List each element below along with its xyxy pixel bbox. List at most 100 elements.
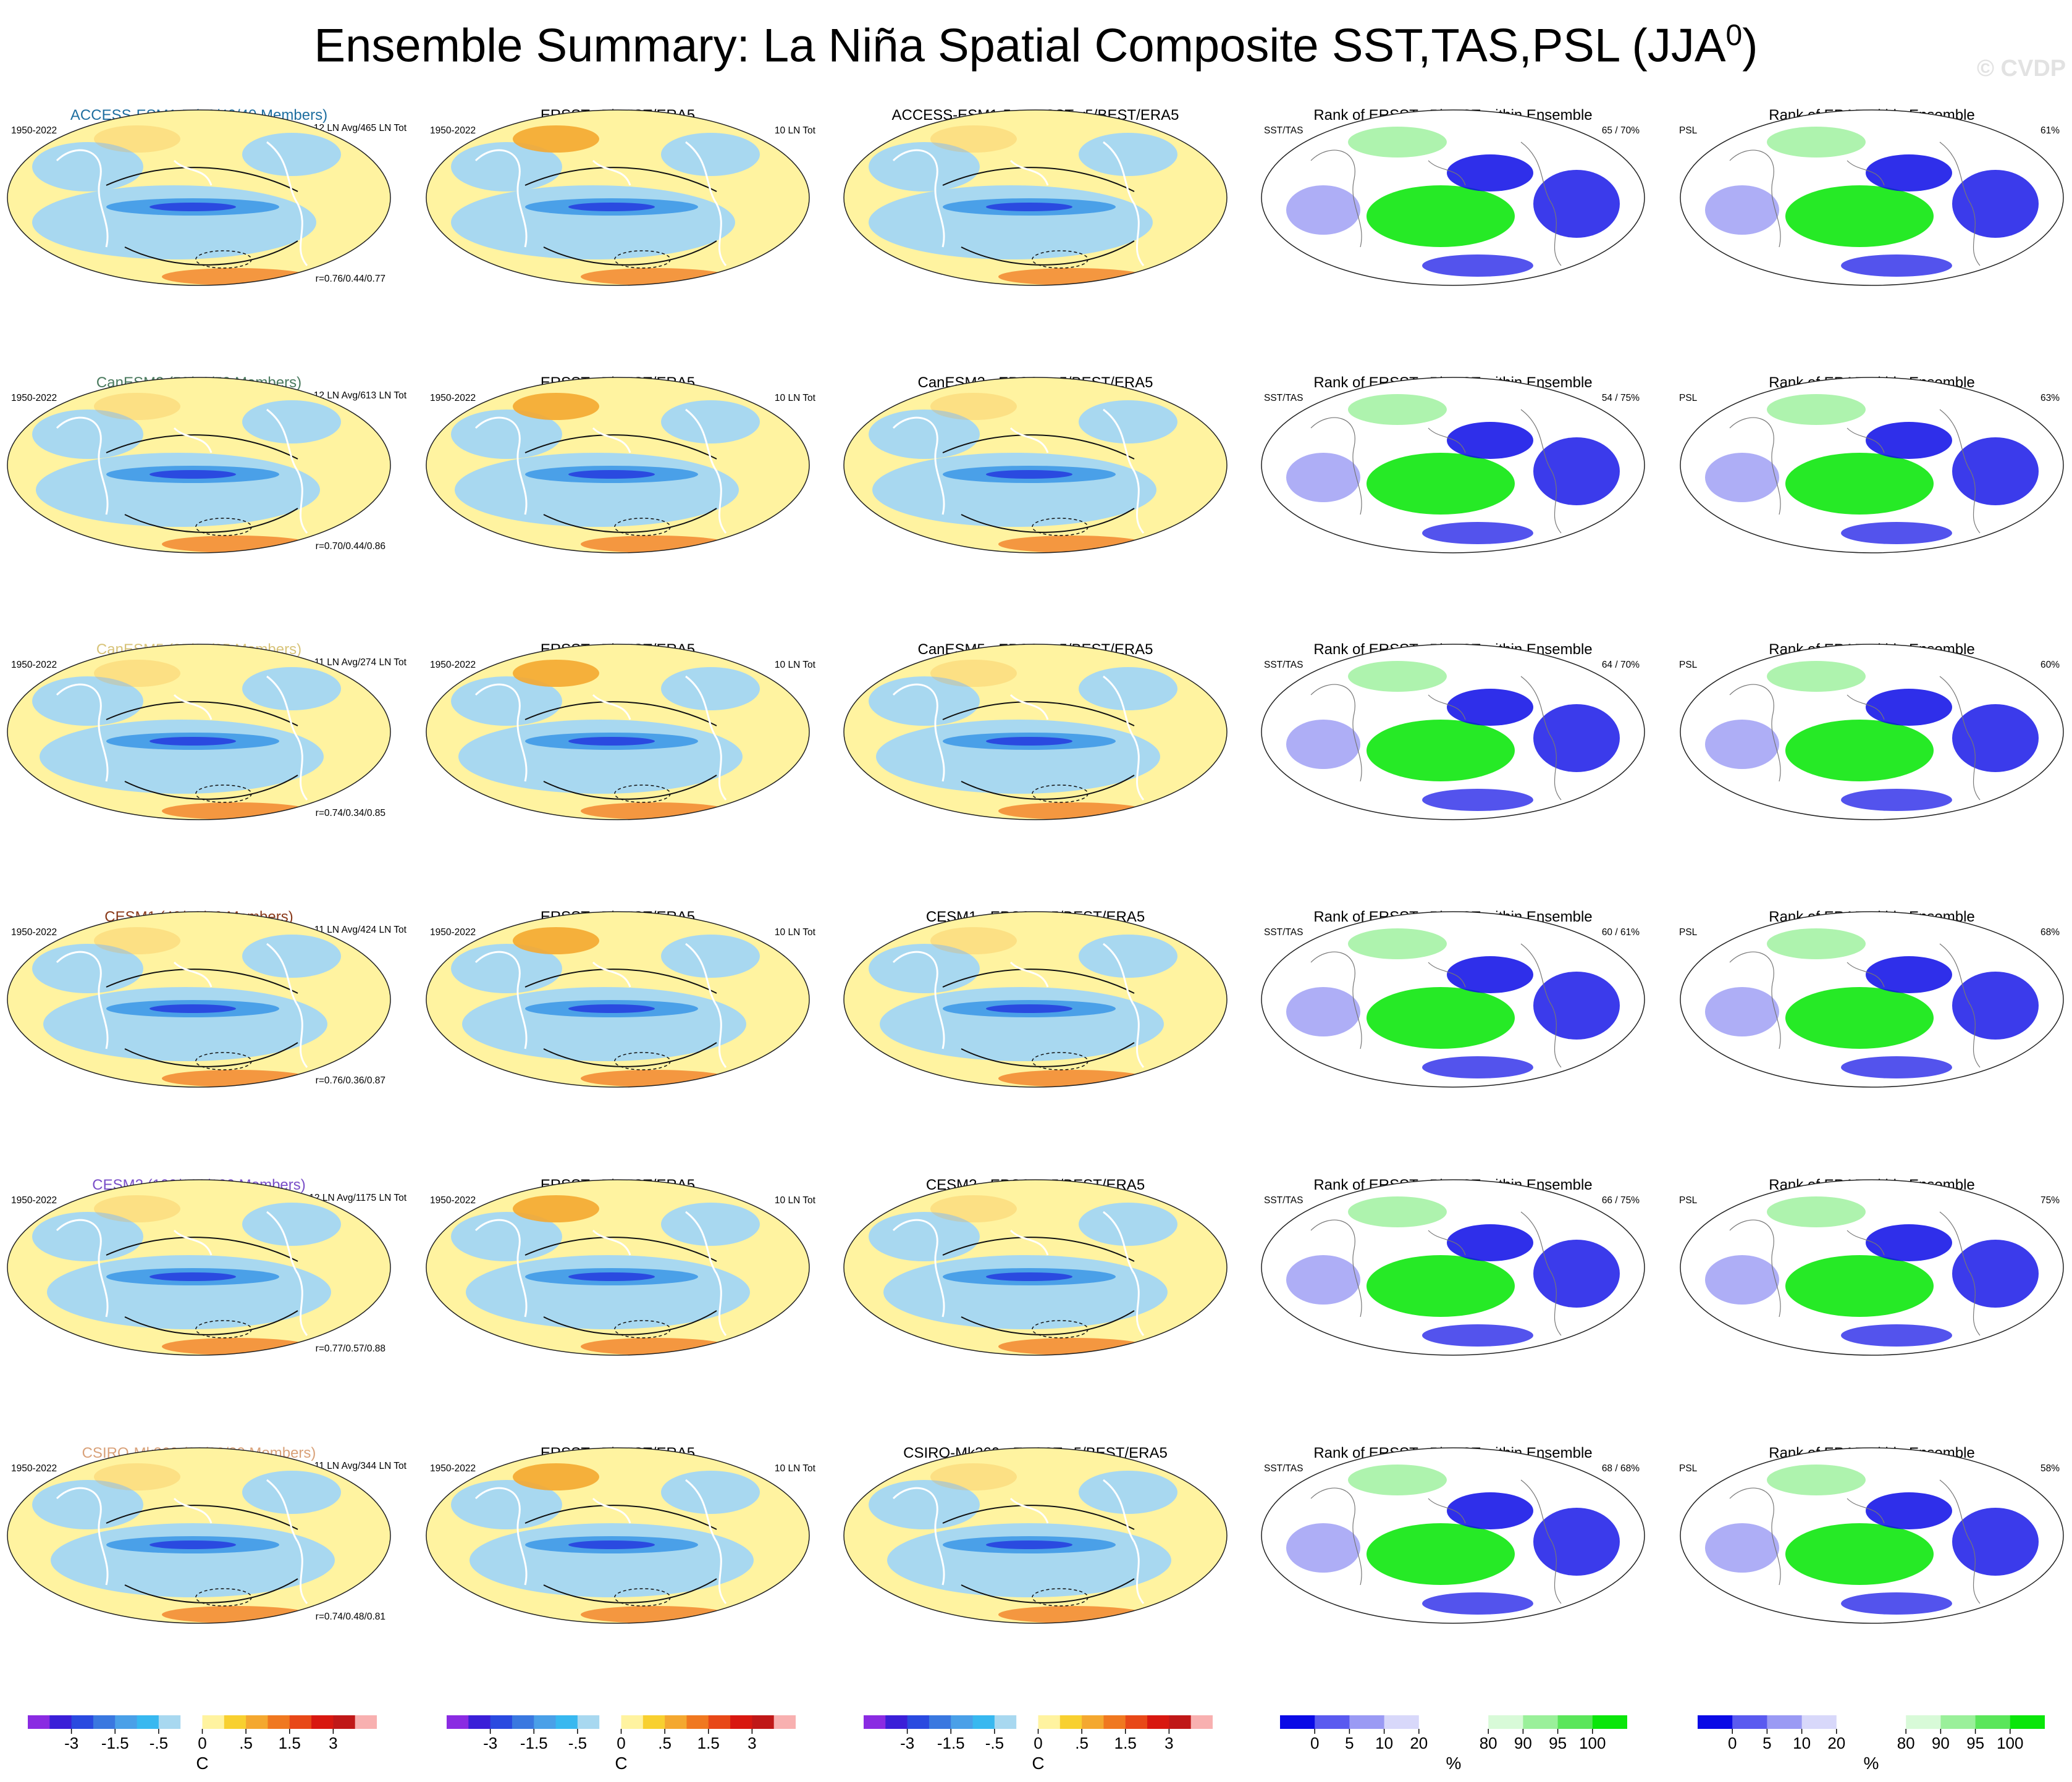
rank-sst-percent: 66 / 75%: [1601, 1195, 1640, 1206]
anomaly-map: [426, 1179, 810, 1356]
anomaly-map: [843, 1447, 1228, 1624]
colorbar-swatch: [773, 1715, 796, 1729]
period-label: 1950-2022: [11, 125, 57, 136]
anomaly-map: [843, 377, 1228, 553]
colorbar-swatch: [71, 1715, 94, 1729]
figure-title: Ensemble Summary: La Niña Spatial Compos…: [314, 19, 1758, 72]
colorbar-tick-label: -3: [900, 1734, 915, 1752]
rank-sst-percent: 60 / 61%: [1601, 927, 1640, 938]
colorbar-tick-label: -3: [64, 1734, 79, 1752]
rank-psl-percent: 63%: [2040, 393, 2060, 403]
colorbar-tick-label: -3: [483, 1734, 498, 1752]
colorbar-tick-label: 10: [1793, 1734, 1811, 1752]
colorbar-swatch: [468, 1715, 491, 1729]
colorbar-swatch: [1557, 1715, 1593, 1729]
psl-label: PSL: [1679, 1463, 1698, 1474]
colorbar-swatch: [1103, 1715, 1126, 1729]
period-label: 1950-2022: [11, 660, 57, 670]
colorbar-tick-label: 3: [748, 1734, 757, 1752]
member-counts: 11 LN Avg/424 LN Tot: [314, 925, 406, 935]
colorbar-swatch: [621, 1715, 644, 1729]
temp-b-colorbar: [447, 1715, 796, 1734]
colorbar-tick-label: 0: [1727, 1734, 1737, 1752]
colorbar-tick-label: 5: [1762, 1734, 1772, 1752]
colorbar-swatch: [907, 1715, 930, 1729]
colorbar-swatch: [1147, 1715, 1169, 1729]
period-label: 1950-2022: [11, 927, 57, 938]
rank-colorbar: [1698, 1715, 2045, 1734]
colorbar-tick-label: 100: [1579, 1734, 1606, 1752]
colorbar-tick-label: 3: [329, 1734, 338, 1752]
sst-tas-label: SST/TAS: [1264, 660, 1303, 670]
period-label: 1950-2022: [11, 1463, 57, 1474]
colorbar-tick-label: 0: [198, 1734, 207, 1752]
temp-c-colorbar: [864, 1715, 1213, 1734]
obs-count: 10 LN Tot: [774, 660, 815, 670]
sst-tas-label: SST/TAS: [1264, 1195, 1303, 1206]
sst-tas-label: SST/TAS: [1264, 125, 1303, 136]
rank-map: [1680, 1179, 2064, 1356]
member-counts: 12 LN Avg/613 LN Tot: [313, 390, 406, 401]
colorbar-swatch: [267, 1715, 290, 1729]
colorbar-swatch: [2010, 1715, 2045, 1729]
pattern-correlation: r=0.76/0.36/0.87: [315, 1075, 385, 1086]
colorbar-tick-label: -.5: [985, 1734, 1004, 1752]
colorbar-swatch: [708, 1715, 731, 1729]
colorbar-swatch: [93, 1715, 116, 1729]
obs-count: 10 LN Tot: [774, 393, 815, 403]
colorbar-swatch: [1698, 1715, 1733, 1729]
rank-map: [1261, 1179, 1645, 1356]
pattern-correlation: r=0.77/0.57/0.88: [315, 1343, 385, 1354]
colorbar-tick-label: 80: [1479, 1734, 1497, 1752]
anomaly-map: [426, 911, 810, 1088]
rank-map: [1261, 911, 1645, 1088]
sst-tas-label: SST/TAS: [1264, 1463, 1303, 1474]
pattern-correlation: r=0.74/0.34/0.85: [315, 808, 385, 818]
colorbar-swatch: [730, 1715, 752, 1729]
colorbar-tick-label: .5: [1075, 1734, 1089, 1752]
colorbar-swatch: [28, 1715, 50, 1729]
colorbar-swatch: [1418, 1715, 1454, 1729]
colorbar-unit: %: [1446, 1754, 1462, 1773]
colorbar-tick-label: 90: [1514, 1734, 1532, 1752]
rank-psl-percent: 75%: [2040, 1195, 2060, 1206]
period-label: 1950-2022: [430, 393, 476, 403]
colorbar-swatch: [1801, 1715, 1837, 1729]
colorbar-swatch: [1038, 1715, 1061, 1729]
colorbar-tick-label: .5: [658, 1734, 672, 1752]
anomaly-map: [843, 644, 1228, 820]
colorbar-swatch: [202, 1715, 225, 1729]
psl-label: PSL: [1679, 125, 1698, 136]
obs-count: 10 LN Tot: [774, 1195, 815, 1206]
anomaly-map: [7, 1447, 391, 1624]
colorbar-tick-label: -1.5: [520, 1734, 548, 1752]
colorbar-swatch: [1592, 1715, 1627, 1729]
colorbar-tick-label: -.5: [149, 1734, 169, 1752]
colorbar-swatch: [972, 1715, 995, 1729]
colorbar-tick-label: .5: [239, 1734, 253, 1752]
rank-map: [1680, 109, 2064, 286]
period-label: 1950-2022: [11, 1195, 57, 1206]
colorbar-tick-label: 0: [617, 1734, 626, 1752]
colorbar-tick-label: -.5: [568, 1734, 587, 1752]
colorbar-swatch: [512, 1715, 534, 1729]
anomaly-map: [426, 109, 810, 286]
colorbar-swatch: [929, 1715, 951, 1729]
colorbar-swatch: [665, 1715, 687, 1729]
anomaly-map: [7, 377, 391, 553]
colorbar-swatch: [1169, 1715, 1192, 1729]
colorbar-tick-label: 5: [1345, 1734, 1354, 1752]
colorbar-swatch: [1767, 1715, 1803, 1729]
anomaly-map: [843, 109, 1228, 286]
obs-count: 10 LN Tot: [774, 927, 815, 938]
colorbar-swatch: [1488, 1715, 1523, 1729]
colorbar-tick-label: 80: [1897, 1734, 1915, 1752]
rank-map: [1261, 1447, 1645, 1624]
member-counts: 12 LN Avg/465 LN Tot: [313, 123, 406, 133]
colorbar-tick-label: -1.5: [101, 1734, 129, 1752]
colorbar-swatch: [951, 1715, 974, 1729]
sst-tas-label: SST/TAS: [1264, 927, 1303, 938]
colorbar-swatch: [577, 1715, 600, 1729]
psl-label: PSL: [1679, 393, 1698, 403]
rank-map: [1680, 377, 2064, 553]
